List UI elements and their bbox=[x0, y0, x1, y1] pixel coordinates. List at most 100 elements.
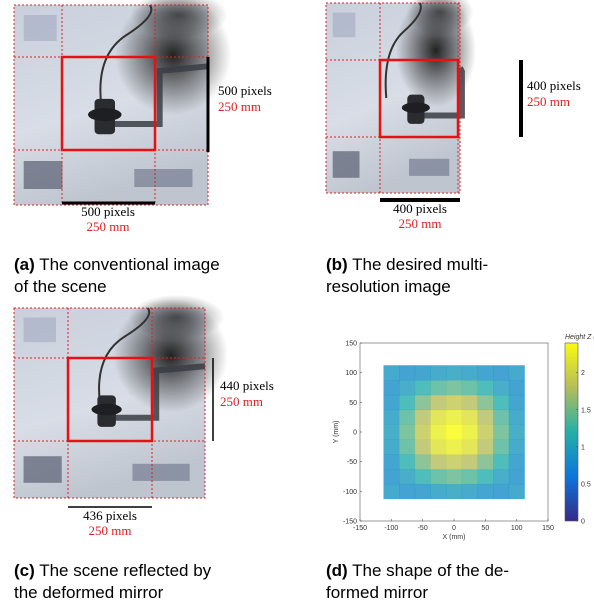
heat-cell bbox=[446, 365, 463, 381]
heat-cell bbox=[383, 424, 400, 440]
heat-cell bbox=[493, 424, 510, 440]
heat-cell bbox=[430, 409, 447, 425]
x-tick-label: -150 bbox=[353, 525, 367, 532]
caption: resolution image bbox=[326, 277, 451, 296]
heat-cell bbox=[446, 394, 463, 411]
photo bbox=[325, 0, 477, 194]
heat-cell bbox=[399, 454, 416, 470]
height-pixels: 440 pixels bbox=[220, 378, 274, 393]
x-tick-label: -50 bbox=[418, 525, 428, 532]
caption: (a) The conventional image bbox=[14, 255, 220, 274]
object bbox=[91, 403, 122, 416]
heat-cell bbox=[477, 394, 494, 411]
heat-cell bbox=[493, 454, 510, 470]
heat-cell bbox=[399, 394, 416, 411]
heat-cell bbox=[430, 394, 447, 411]
heat-cell bbox=[477, 365, 494, 381]
heat-cell bbox=[446, 380, 463, 396]
heat-cell bbox=[493, 380, 510, 396]
heat-cell bbox=[477, 409, 494, 425]
width-mm: 250 mm bbox=[399, 216, 442, 231]
height-mm: 250 mm bbox=[218, 99, 261, 114]
photo bbox=[13, 0, 232, 206]
heat-cell bbox=[399, 469, 416, 485]
heat-cell bbox=[477, 483, 494, 500]
heat-cell bbox=[383, 365, 400, 381]
heat-cell bbox=[399, 483, 416, 500]
colorbar-tick-label: 0.5 bbox=[581, 481, 591, 488]
y-tick-label: -150 bbox=[343, 519, 357, 526]
heat-cell bbox=[414, 483, 431, 500]
logo bbox=[332, 151, 360, 178]
heat-cell bbox=[383, 439, 400, 455]
heat-cell bbox=[508, 469, 525, 485]
heat-cell bbox=[383, 380, 400, 396]
height-mm: 250 mm bbox=[527, 94, 570, 109]
arm bbox=[110, 363, 206, 421]
arm bbox=[419, 66, 465, 119]
heat-cell bbox=[414, 454, 431, 470]
heat-cell bbox=[414, 469, 431, 485]
heat-cell bbox=[399, 365, 416, 381]
heat-cell bbox=[477, 439, 494, 455]
shadow bbox=[128, 294, 225, 341]
x-tick-label: 0 bbox=[452, 525, 456, 532]
width-pixels: 400 pixels bbox=[393, 201, 447, 216]
heat-cell bbox=[446, 439, 463, 455]
heat-cell bbox=[477, 424, 494, 440]
colorbar-tick-label: 1 bbox=[581, 444, 585, 451]
logo bbox=[332, 12, 356, 38]
heat-cell bbox=[383, 454, 400, 470]
heat-cell bbox=[383, 483, 400, 500]
logo bbox=[23, 317, 57, 343]
heat-cell bbox=[446, 469, 463, 485]
heat-cell bbox=[383, 394, 400, 411]
colorbar-title: Height Z (mm) bbox=[565, 334, 594, 341]
caption: the deformed mirror bbox=[14, 583, 164, 602]
arm bbox=[108, 63, 209, 127]
heat-cell bbox=[461, 454, 478, 470]
width-pixels: 500 pixels bbox=[81, 204, 135, 219]
caption-text: The shape of the de- bbox=[352, 561, 509, 580]
heat-cell bbox=[414, 424, 431, 440]
heat-cell bbox=[477, 454, 494, 470]
heat-cell bbox=[414, 409, 431, 425]
heat-cell bbox=[508, 380, 525, 396]
heat-cell bbox=[414, 365, 431, 381]
x-axis-label: X (mm) bbox=[443, 534, 466, 541]
heat-cell bbox=[383, 409, 400, 425]
cable bbox=[98, 307, 151, 404]
logo bbox=[23, 456, 62, 483]
caption: (d) The shape of the de- bbox=[326, 561, 509, 580]
heat-cell bbox=[461, 365, 478, 381]
heat-cell bbox=[461, 394, 478, 411]
heat-cell bbox=[461, 483, 478, 500]
heat-cell bbox=[446, 409, 463, 425]
logo bbox=[134, 169, 193, 187]
height-mm: 250 mm bbox=[220, 394, 263, 409]
heat-cell bbox=[493, 439, 510, 455]
heat-cell bbox=[493, 394, 510, 411]
heat-cell bbox=[399, 380, 416, 396]
object bbox=[88, 108, 122, 122]
logo bbox=[132, 463, 190, 481]
colorbar-tick-label: 2 bbox=[581, 370, 585, 377]
caption-label: (b) bbox=[326, 255, 348, 274]
heat-cell bbox=[493, 365, 510, 381]
caption-label: (a) bbox=[14, 255, 35, 274]
x-tick-label: 50 bbox=[481, 525, 489, 532]
shadow bbox=[406, 0, 474, 36]
heat-cell bbox=[461, 380, 478, 396]
caption-text: The conventional image bbox=[39, 255, 220, 274]
heat-cell bbox=[493, 469, 510, 485]
heat-cell bbox=[493, 483, 510, 500]
heat-cell bbox=[430, 380, 447, 396]
heat-cell bbox=[508, 409, 525, 425]
center-square bbox=[60, 55, 157, 152]
heat-cell bbox=[446, 483, 463, 500]
heat-cell bbox=[508, 439, 525, 455]
caption-label: (d) bbox=[326, 561, 348, 580]
heat-cell bbox=[430, 439, 447, 455]
heat-cell bbox=[477, 380, 494, 396]
